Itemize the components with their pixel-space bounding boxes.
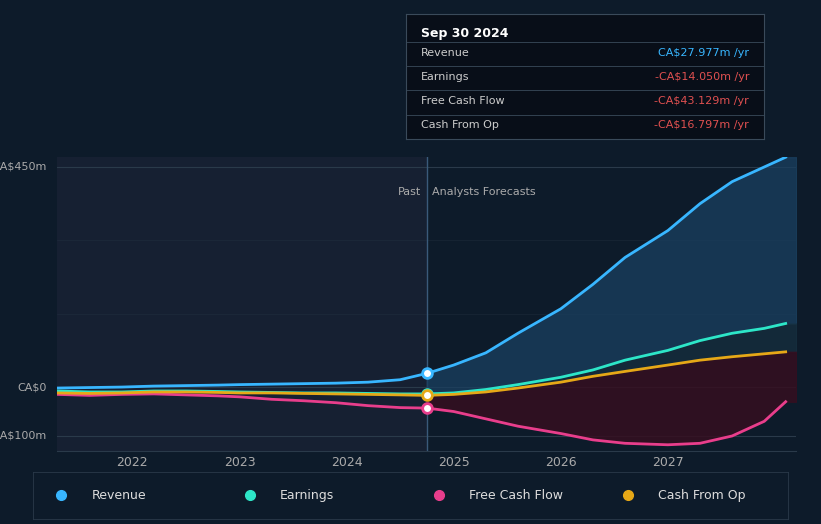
Text: -CA$16.797m /yr: -CA$16.797m /yr bbox=[654, 121, 750, 130]
Text: -CA$100m: -CA$100m bbox=[0, 431, 47, 441]
Text: Past: Past bbox=[398, 188, 421, 198]
Text: CA$450m: CA$450m bbox=[0, 162, 47, 172]
Text: Free Cash Flow: Free Cash Flow bbox=[469, 489, 563, 501]
Text: Free Cash Flow: Free Cash Flow bbox=[420, 96, 504, 106]
Text: Cash From Op: Cash From Op bbox=[658, 489, 745, 501]
Text: CA$27.977m /yr: CA$27.977m /yr bbox=[658, 48, 750, 58]
Text: Revenue: Revenue bbox=[91, 489, 146, 501]
Text: Cash From Op: Cash From Op bbox=[420, 121, 498, 130]
Text: -CA$43.129m /yr: -CA$43.129m /yr bbox=[654, 96, 750, 106]
Text: Earnings: Earnings bbox=[280, 489, 334, 501]
Text: -CA$14.050m /yr: -CA$14.050m /yr bbox=[654, 72, 750, 82]
Text: CA$0: CA$0 bbox=[17, 382, 47, 392]
Text: Analysts Forecasts: Analysts Forecasts bbox=[433, 188, 536, 198]
Text: Sep 30 2024: Sep 30 2024 bbox=[420, 27, 508, 40]
Bar bbox=[57, 157, 427, 451]
Text: Revenue: Revenue bbox=[420, 48, 470, 58]
Text: Earnings: Earnings bbox=[420, 72, 469, 82]
